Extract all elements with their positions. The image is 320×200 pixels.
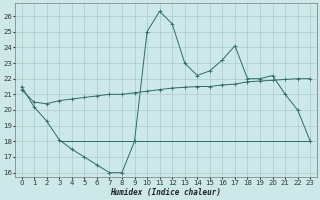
X-axis label: Humidex (Indice chaleur): Humidex (Indice chaleur) bbox=[110, 188, 221, 197]
